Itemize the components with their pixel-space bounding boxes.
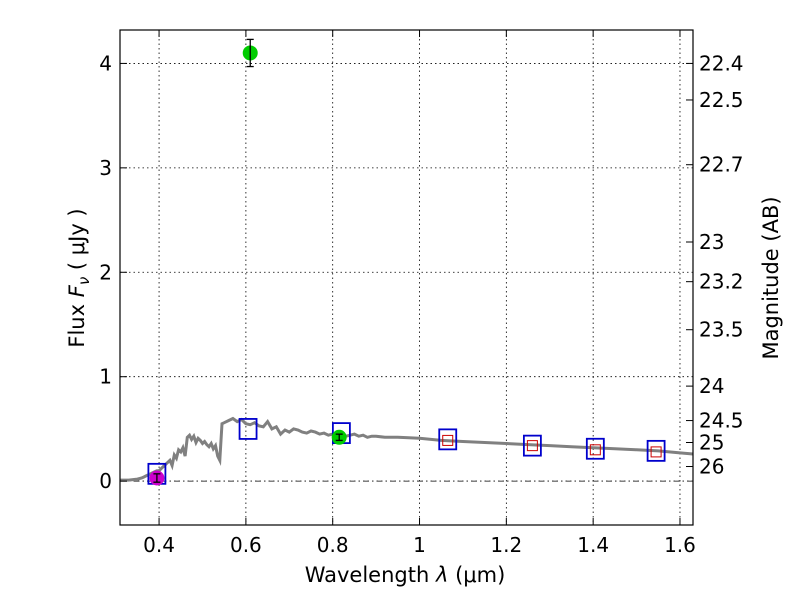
y-axis-label: Flux Fν ( μJy ): [65, 208, 93, 347]
magnitude-tick-label: 23: [699, 230, 724, 254]
magnitude-tick-label: 23.5: [699, 318, 744, 342]
red-marker: [589, 444, 601, 456]
y2-axis-label: Magnitude (AB): [759, 196, 783, 359]
x-tick-label: 1.2: [490, 533, 522, 557]
magnitude-tick-label: 22.5: [699, 88, 744, 112]
red-marker: [650, 446, 662, 458]
model-photometry-box: [646, 439, 666, 462]
magnitude-tick-label: 24.5: [699, 409, 744, 433]
model-photometry-box: [238, 418, 258, 440]
x-axis-label: Wavelength λ (μm): [305, 563, 506, 587]
magnitude-tick-label: 24: [699, 374, 724, 398]
x-tick-label: 0.6: [230, 533, 262, 557]
red-marker: [526, 440, 538, 452]
data-marks: [147, 38, 666, 486]
magnitude-tick-label: 22.7: [699, 153, 744, 177]
model-photometry-box: [438, 428, 458, 451]
y-tick-label: 2: [99, 260, 112, 284]
magnitude-tick-label: 25: [699, 431, 724, 455]
magnitude-tick-label: 26: [699, 455, 724, 479]
model-photometry-box: [585, 437, 605, 460]
red-marker: [442, 434, 454, 446]
plot-frame: [119, 29, 694, 526]
model-photometry-box: [522, 434, 542, 457]
magnitude-tick-label: 22.4: [699, 51, 744, 75]
y-tick-label: 1: [99, 365, 112, 389]
x-tick-label: 0.4: [143, 533, 175, 557]
grid-layer: [120, 30, 693, 525]
x-tick-label: 1.4: [577, 533, 609, 557]
x-tick-label: 0.8: [317, 533, 349, 557]
magnitude-tick-label: 23.2: [699, 270, 744, 294]
y-tick-label: 4: [99, 51, 112, 75]
y-tick-label: 0: [99, 469, 112, 493]
x-tick-label: 1.6: [664, 533, 696, 557]
x-tick-label: 1: [413, 533, 426, 557]
model-sed-line: [120, 416, 694, 482]
y-tick-label: 3: [99, 156, 112, 180]
